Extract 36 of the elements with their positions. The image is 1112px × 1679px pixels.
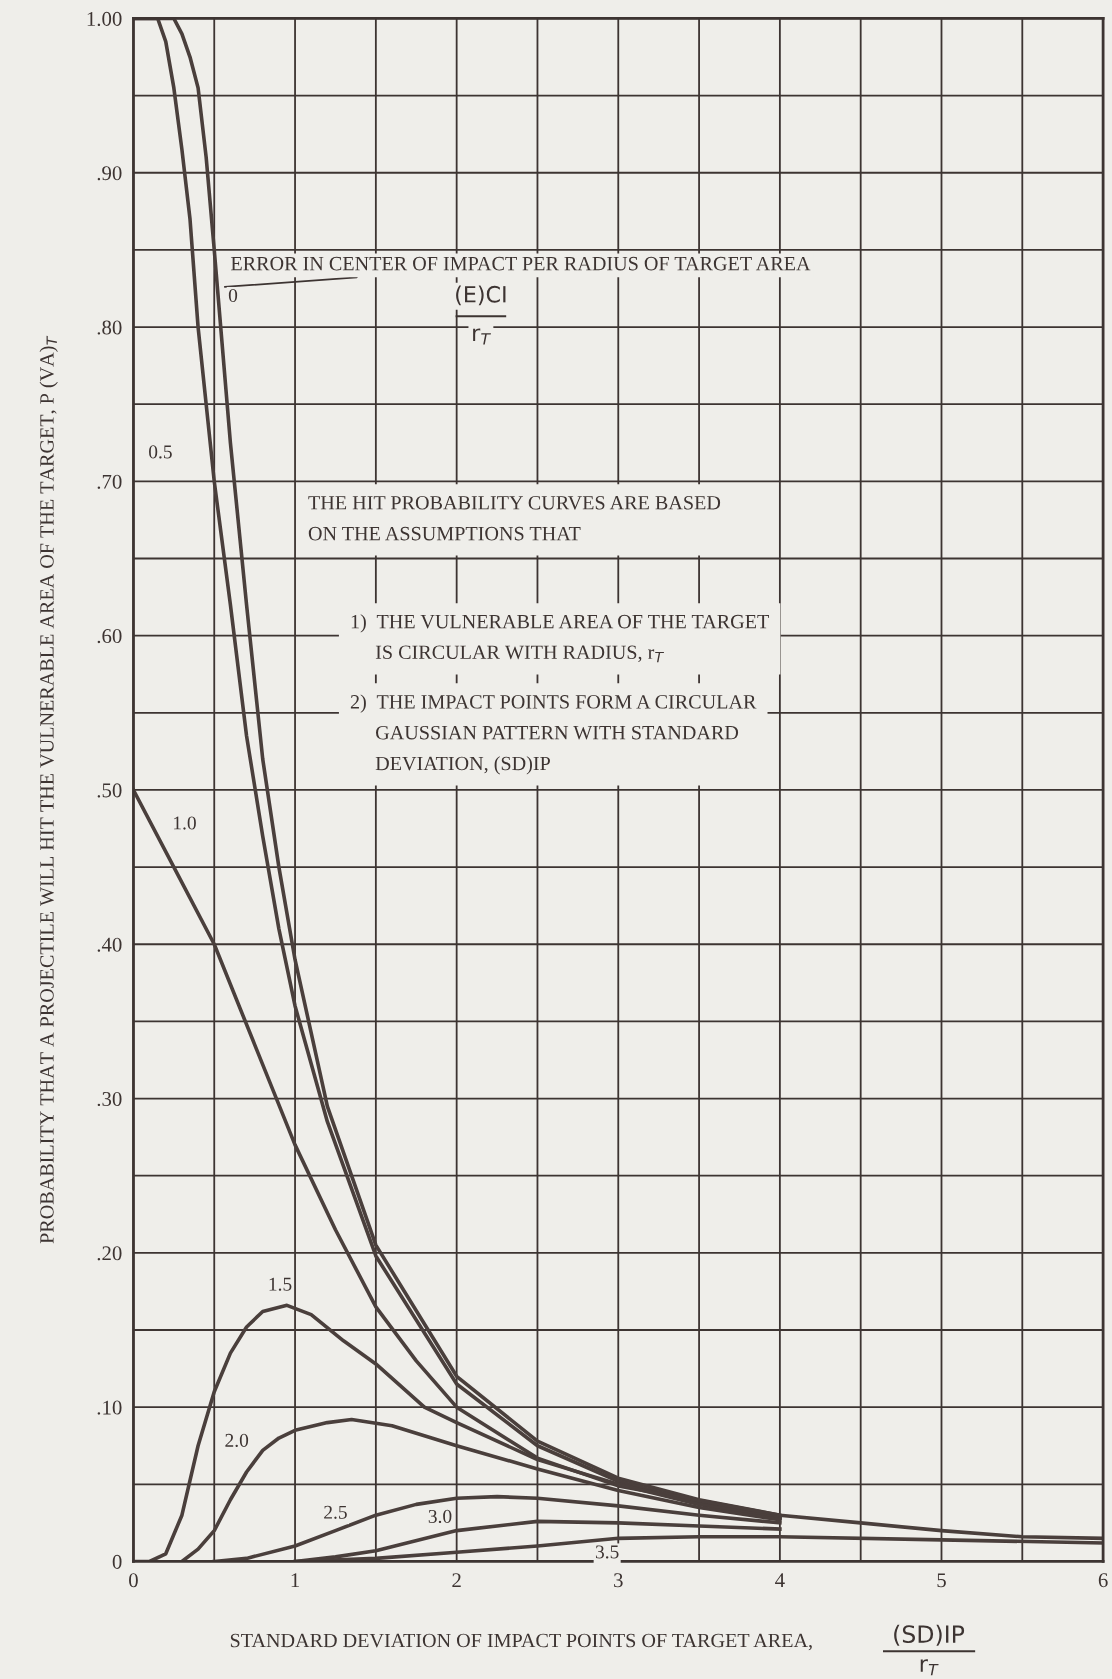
y-tick-label: .40 <box>97 937 122 952</box>
y-tick-label: .60 <box>97 629 122 644</box>
x-tick-label: 5 <box>937 1573 946 1588</box>
x-tick-label: 1 <box>291 1573 300 1588</box>
series-label: 3.0 <box>428 1509 452 1524</box>
y-tick-label: .50 <box>97 783 122 798</box>
annotation: ERROR IN CENTER OF IMPACT PER RADIUS OF TARGET AREA <box>230 256 811 271</box>
y-axis-title: PROBABILITY THAT A PROJECTILE WILL HIT THE VULNERABLE AREA OF THE TARGET, P (VA)$_{T}$ <box>39 335 58 1244</box>
y-tick-label: 0 <box>112 1554 122 1569</box>
text: (SD)IP <box>894 1624 965 1646</box>
series-label: 0.5 <box>149 445 172 459</box>
text: r$_{T}$ <box>920 1659 939 1676</box>
x-axis-title: STANDARD DEVIATION OF IMPACT POINTS OF TARGET AREA, <box>230 1633 812 1651</box>
annotation: (E)CI <box>456 285 506 306</box>
annotation: 2) THE IMPACT POINTS FORM A CIRCULAR GAUSSIAN PATTERN WITH STANDARD DEVIATION, (SD)IP <box>350 694 757 775</box>
y-tick-label: .30 <box>97 1091 122 1107</box>
annotation: THE HIT PROBABILITY CURVES ARE BASED ON THE ASSUMPTIONS THAT <box>308 496 721 541</box>
annotation: 1) THE VULNERABLE AREA OF THE TARGET IS CIRCULAR WITH RADIUS, r$_{T}$ <box>351 614 769 663</box>
y-tick-label: .10 <box>97 1400 122 1415</box>
x-tick-label: 3 <box>614 1573 623 1588</box>
y-tick-label: 1.00 <box>87 11 122 26</box>
series-label: 1.0 <box>174 816 196 830</box>
y-tick-label: .80 <box>97 320 122 335</box>
series-label: 2.0 <box>225 1433 249 1447</box>
series-label: 2.5 <box>324 1505 347 1519</box>
y-tick-label: .90 <box>97 166 122 181</box>
series-label: 1.5 <box>269 1277 292 1291</box>
series-label: 3.5 <box>595 1545 619 1559</box>
y-tick-label: .70 <box>97 474 122 489</box>
x-tick-label: 4 <box>775 1573 785 1588</box>
x-tick-label: 0 <box>129 1573 138 1588</box>
annotation: r$_{T}$ <box>473 328 491 345</box>
series-label: 0 <box>228 288 238 303</box>
x-tick-label: 2 <box>452 1573 461 1588</box>
y-tick-label: .20 <box>97 1246 122 1261</box>
x-tick-label: 6 <box>1098 1573 1108 1588</box>
